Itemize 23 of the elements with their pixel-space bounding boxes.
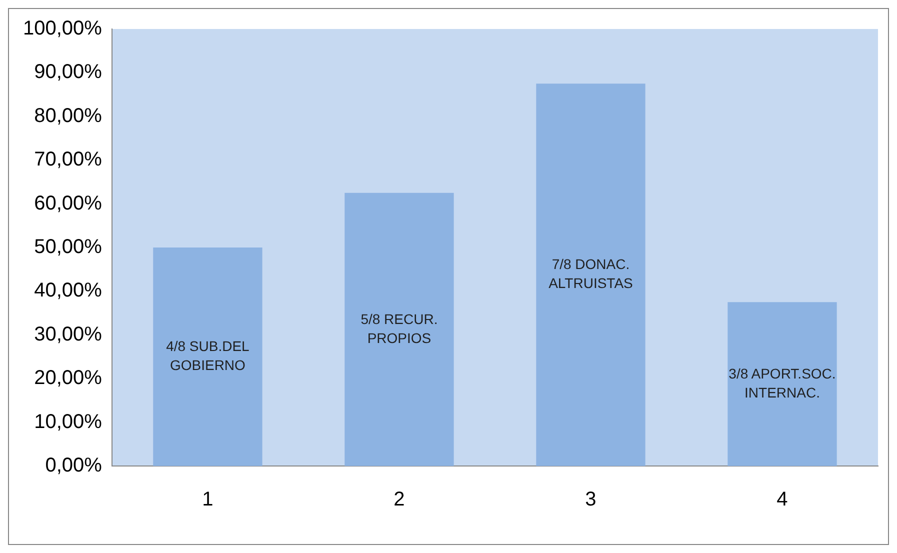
y-tick-label: 50,00% bbox=[34, 236, 102, 258]
x-tick-label: 2 bbox=[394, 488, 405, 511]
y-tick-label: 60,00% bbox=[34, 192, 102, 214]
y-tick-label: 70,00% bbox=[34, 148, 102, 171]
y-tick-label: 90,00% bbox=[34, 61, 102, 84]
y-tick-label: 100,00% bbox=[22, 18, 102, 40]
annotation: 7/8 DONAC. ALTRUISTAS bbox=[548, 256, 633, 292]
x-tick-label: 1 bbox=[202, 488, 214, 511]
y-tick-label: 20,00% bbox=[34, 367, 102, 390]
bar bbox=[153, 248, 262, 466]
annotation: 4/8 SUB.DEL GOBIERNO bbox=[166, 338, 250, 374]
annotation: 3/8 APORT.SOC. INTERNAC. bbox=[728, 365, 836, 400]
annotation: 5/8 RECUR. PROPIOS bbox=[360, 310, 438, 346]
y-tick-label: 40,00% bbox=[34, 280, 102, 302]
x-tick-label: 3 bbox=[585, 488, 596, 511]
bar bbox=[536, 84, 646, 466]
y-tick-label: 0,00% bbox=[45, 454, 102, 477]
x-tick-label: 4 bbox=[776, 488, 788, 511]
y-tick-label: 10,00% bbox=[34, 410, 102, 433]
y-tick-label: 80,00% bbox=[34, 104, 102, 127]
bar bbox=[344, 192, 454, 466]
y-tick-label: 30,00% bbox=[34, 323, 102, 346]
bar bbox=[728, 302, 837, 466]
